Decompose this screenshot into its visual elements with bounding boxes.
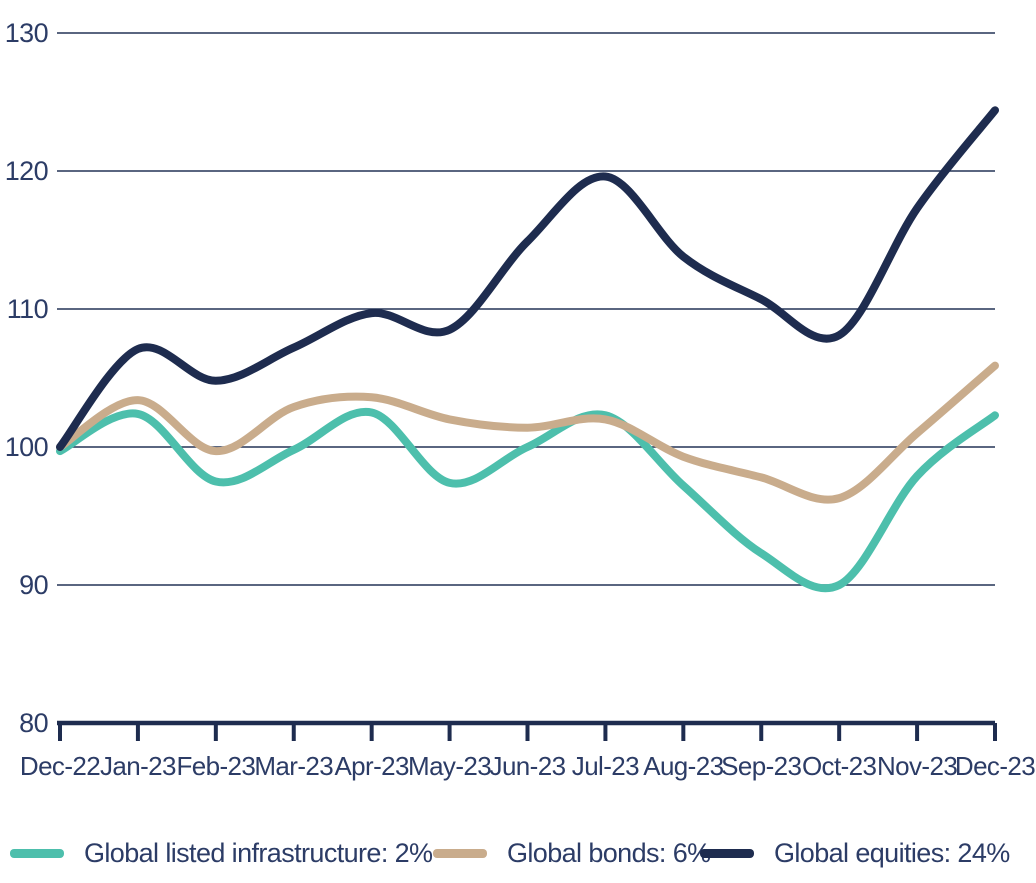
x-tick-label-Sep-23: Sep-23 <box>721 751 801 781</box>
x-tick-label-Apr-23: Apr-23 <box>334 751 409 781</box>
x-tick-label-May-23: May-23 <box>408 751 491 781</box>
series-line-2 <box>56 106 999 451</box>
legend-label-infrastructure: Global listed infrastructure: 2% <box>84 837 433 868</box>
y-tick-label-120: 120 <box>5 156 48 186</box>
legend-item-infrastructure: Global listed infrastructure: 2% <box>10 836 433 870</box>
y-tick-label-90: 90 <box>19 570 48 600</box>
legend-item-bonds: Global bonds: 6% <box>433 836 711 870</box>
x-tick-label-Jul-23: Jul-23 <box>572 751 639 781</box>
x-tick-label-Jun-23: Jun-23 <box>490 751 566 781</box>
x-tick-label-Jan-23: Jan-23 <box>100 751 176 781</box>
x-tick-label-Nov-23: Nov-23 <box>877 751 957 781</box>
x-tick-label-Dec-22: Dec-22 <box>20 751 100 781</box>
series-line-1 <box>56 361 999 504</box>
x-tick-label-Feb-23: Feb-23 <box>176 751 255 781</box>
x-tick-label-Mar-23: Mar-23 <box>254 751 333 781</box>
infrastructure-line-swatch-icon <box>10 848 64 858</box>
chart-plot-area: 130 120 110 100 90 80 Dec-22 Jan-23 Feb-23 Mar-23… <box>5 18 1036 781</box>
legend-item-equities: Global equities: 24% <box>700 836 1010 870</box>
equities-line-swatch-icon <box>700 848 754 858</box>
performance-index-chart: 130 120 110 100 90 80 Dec-22 Jan-23 Feb-23 Mar-23… <box>5 18 1036 781</box>
legend-label-equities: Global equities: 24% <box>774 837 1010 868</box>
x-tick-label-Dec-23: Dec-23 <box>955 751 1035 781</box>
x-tick-label-Oct-23: Oct-23 <box>802 751 877 781</box>
y-tick-label-130: 130 <box>5 18 48 48</box>
y-tick-label-110: 110 <box>7 294 48 324</box>
bonds-line-swatch-icon <box>433 848 487 858</box>
y-tick-label-80: 80 <box>19 708 48 738</box>
y-tick-label-100: 100 <box>5 432 48 462</box>
series-line-0 <box>56 407 999 593</box>
x-tick-label-Aug-23: Aug-23 <box>643 751 723 781</box>
chart-legend: Global listed infrastructure: 2% Global … <box>0 836 1036 876</box>
legend-label-bonds: Global bonds: 6% <box>507 837 711 868</box>
